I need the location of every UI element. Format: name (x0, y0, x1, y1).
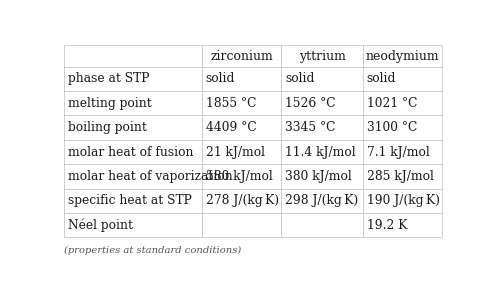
Bar (363, 140, 442, 164)
Text: 21 kJ/mol: 21 kJ/mol (206, 146, 265, 159)
Text: boiling point: boiling point (68, 121, 147, 134)
Text: zirconium: zirconium (210, 50, 273, 62)
Text: 278 J/(kg K): 278 J/(kg K) (206, 194, 279, 207)
Bar (202, 213, 282, 237)
Bar (202, 45, 282, 67)
Bar (282, 213, 363, 237)
Text: 1855 °C: 1855 °C (206, 97, 256, 110)
Text: 1021 °C: 1021 °C (366, 97, 417, 110)
Text: 3345 °C: 3345 °C (285, 121, 336, 134)
Bar (282, 67, 363, 91)
Text: 298 J/(kg K): 298 J/(kg K) (285, 194, 359, 207)
Bar (64, 115, 202, 140)
Bar (282, 115, 363, 140)
Bar (202, 91, 282, 115)
Bar (282, 140, 363, 164)
Bar (363, 213, 442, 237)
Text: 1526 °C: 1526 °C (285, 97, 336, 110)
Text: specific heat at STP: specific heat at STP (68, 194, 192, 207)
Bar (202, 140, 282, 164)
Bar (363, 91, 442, 115)
Text: 19.2 K: 19.2 K (366, 219, 407, 232)
Text: molar heat of fusion: molar heat of fusion (68, 146, 193, 159)
Bar (202, 115, 282, 140)
Text: 380 kJ/mol: 380 kJ/mol (285, 170, 352, 183)
Text: solid: solid (366, 72, 396, 86)
Bar (282, 164, 363, 189)
Bar (64, 189, 202, 213)
Bar (202, 189, 282, 213)
Text: phase at STP: phase at STP (68, 72, 149, 86)
Text: 11.4 kJ/mol: 11.4 kJ/mol (285, 146, 356, 159)
Text: solid: solid (206, 72, 235, 86)
Bar (282, 45, 363, 67)
Text: 7.1 kJ/mol: 7.1 kJ/mol (366, 146, 429, 159)
Text: solid: solid (285, 72, 315, 86)
Bar (363, 45, 442, 67)
Bar (64, 67, 202, 91)
Bar (202, 67, 282, 91)
Text: 190 J/(kg K): 190 J/(kg K) (366, 194, 440, 207)
Bar (282, 189, 363, 213)
Bar (363, 164, 442, 189)
Text: neodymium: neodymium (366, 50, 439, 62)
Text: 4409 °C: 4409 °C (206, 121, 257, 134)
Bar (64, 164, 202, 189)
Text: melting point: melting point (68, 97, 152, 110)
Text: yttrium: yttrium (299, 50, 346, 62)
Bar (64, 45, 202, 67)
Bar (202, 164, 282, 189)
Bar (64, 213, 202, 237)
Bar (363, 189, 442, 213)
Bar (64, 91, 202, 115)
Text: 285 kJ/mol: 285 kJ/mol (366, 170, 433, 183)
Bar (363, 67, 442, 91)
Bar (64, 140, 202, 164)
Text: molar heat of vaporization: molar heat of vaporization (68, 170, 233, 183)
Text: (properties at standard conditions): (properties at standard conditions) (64, 246, 241, 255)
Text: 580 kJ/mol: 580 kJ/mol (206, 170, 273, 183)
Text: Néel point: Néel point (68, 218, 133, 232)
Bar (282, 91, 363, 115)
Bar (363, 115, 442, 140)
Text: 3100 °C: 3100 °C (366, 121, 417, 134)
